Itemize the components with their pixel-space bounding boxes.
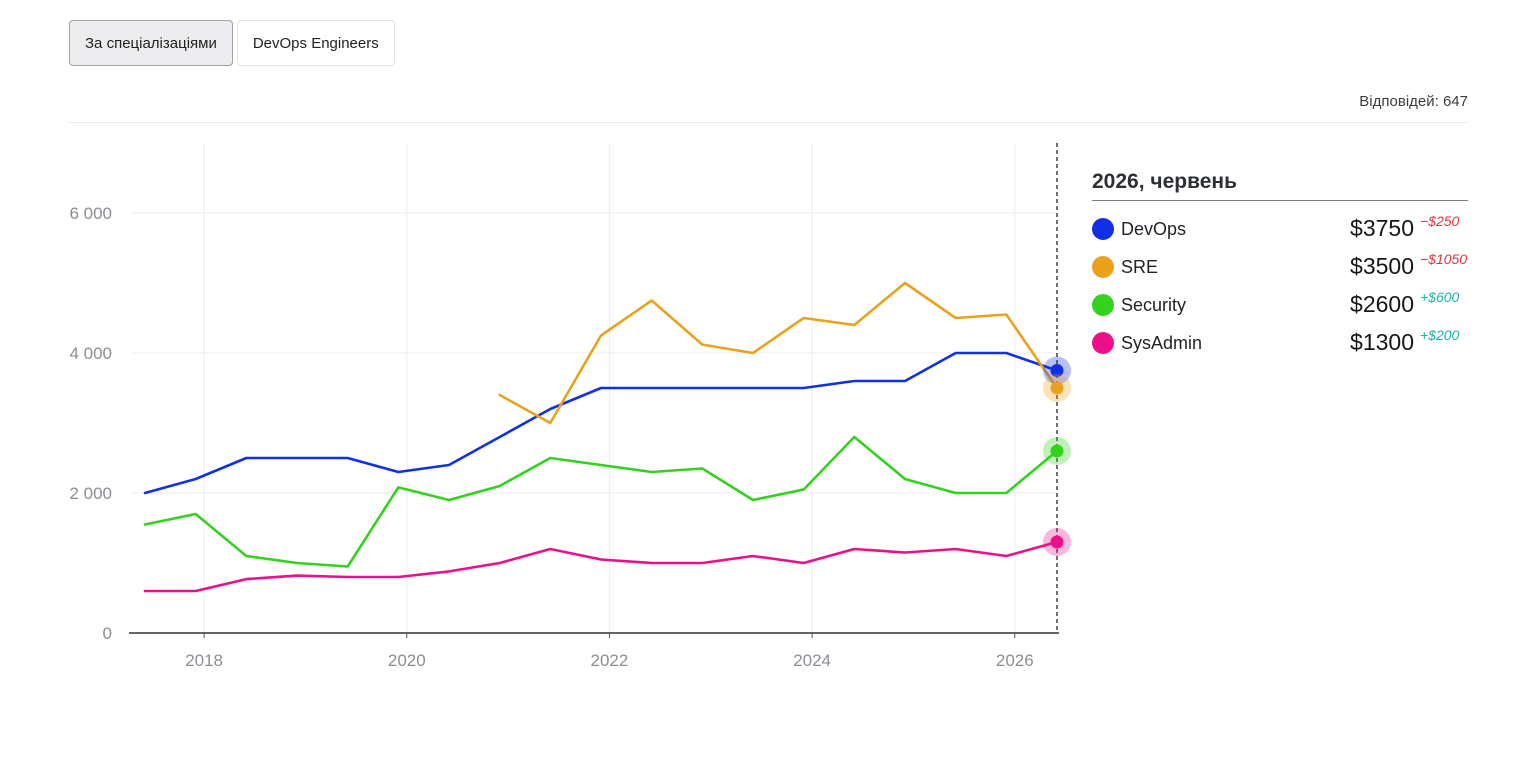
header-divider bbox=[69, 122, 1467, 123]
highlight-markers bbox=[1043, 143, 1071, 633]
tooltip-series-name: DevOps bbox=[1121, 219, 1187, 239]
filter-toggle-group: За спеціалізаціями DevOps Engineers bbox=[69, 20, 395, 66]
tooltip-row-sysadmin: SysAdmin $1300 +$200 bbox=[1092, 327, 1468, 365]
tooltip-rows: DevOps $3750 −$250 SRE $3500 −$1050 Secu… bbox=[1092, 213, 1468, 365]
security-legend-dot-icon bbox=[1092, 294, 1114, 316]
x-tick-label: 2024 bbox=[793, 651, 831, 670]
grid-lines bbox=[131, 143, 1057, 633]
x-tick-label: 2022 bbox=[591, 651, 629, 670]
y-tick-label: 2 000 bbox=[69, 484, 112, 503]
y-tick-label: 4 000 bbox=[69, 344, 112, 363]
tooltip-series-name: SRE bbox=[1121, 257, 1159, 277]
tooltip-row-security: Security $2600 +$600 bbox=[1092, 289, 1468, 327]
x-tick-label: 2018 bbox=[185, 651, 223, 670]
series-line-security bbox=[143, 435, 1059, 568]
x-tick-label: 2020 bbox=[388, 651, 426, 670]
tooltip-title: 2026, червень bbox=[1092, 170, 1468, 201]
axes: 0 2 000 4 000 6 000 2018 2020 2022 2024 2026 bbox=[69, 204, 1059, 670]
sysadmin-legend-dot-icon bbox=[1092, 332, 1114, 354]
devops-legend-dot-icon bbox=[1092, 218, 1114, 240]
tooltip-series-name: SysAdmin bbox=[1121, 333, 1203, 353]
y-tick-label: 0 bbox=[103, 624, 112, 643]
highlight-dot-devops bbox=[1050, 364, 1064, 377]
tooltip-series-delta: −$1050 bbox=[1420, 251, 1468, 267]
tooltip-series-delta: +$200 bbox=[1420, 327, 1460, 343]
chart-tooltip: 2026, червень DevOps $3750 −$250 SRE $35… bbox=[1092, 170, 1468, 365]
highlight-dot-sre bbox=[1050, 381, 1064, 395]
tooltip-series-delta: −$250 bbox=[1420, 213, 1460, 229]
y-tick-label: 6 000 bbox=[69, 204, 112, 223]
series-line-devops bbox=[143, 351, 1059, 495]
tooltip-series-value: $2600 bbox=[1350, 291, 1414, 317]
tooltip-series-delta: +$600 bbox=[1420, 289, 1460, 305]
x-tick-label: 2026 bbox=[996, 651, 1034, 670]
series-line-sre bbox=[498, 281, 1059, 425]
tooltip-row-devops: DevOps $3750 −$250 bbox=[1092, 213, 1468, 251]
by-specialization-button[interactable]: За спеціалізаціями bbox=[69, 20, 233, 66]
sre-legend-dot-icon bbox=[1092, 256, 1114, 278]
series-line-sysadmin bbox=[143, 540, 1059, 593]
tooltip-series-value: $3500 bbox=[1350, 253, 1414, 279]
tooltip-series-value: $3750 bbox=[1350, 215, 1414, 241]
tooltip-series-value: $1300 bbox=[1350, 329, 1414, 355]
responses-count: Відповідей: 647 bbox=[1359, 93, 1468, 110]
highlight-dot-sysadmin bbox=[1050, 535, 1064, 549]
tooltip-series-name: Security bbox=[1121, 295, 1187, 315]
highlight-dot-security bbox=[1050, 444, 1064, 458]
devops-engineers-button[interactable]: DevOps Engineers bbox=[236, 20, 395, 66]
series-lines bbox=[143, 281, 1059, 593]
tooltip-row-sre: SRE $3500 −$1050 bbox=[1092, 251, 1468, 289]
